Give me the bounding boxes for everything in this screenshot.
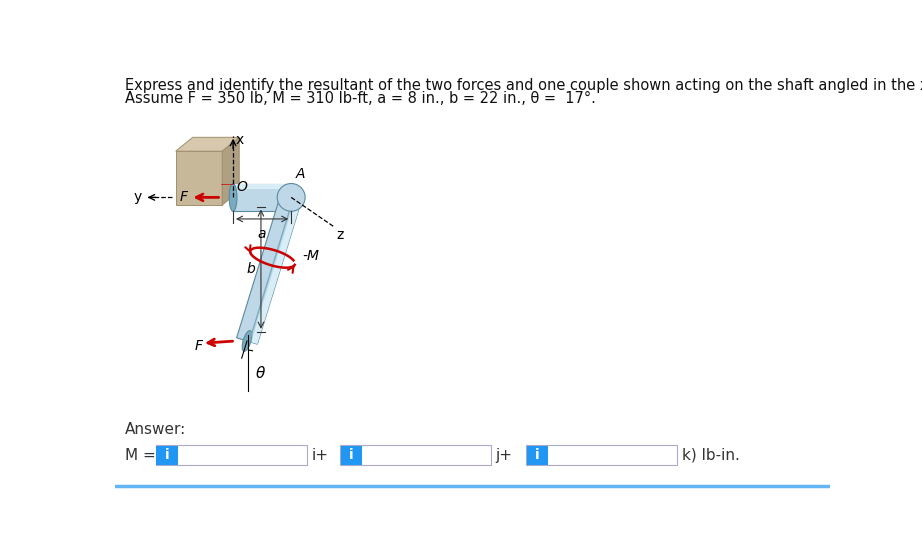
- FancyBboxPatch shape: [341, 446, 362, 465]
- FancyBboxPatch shape: [526, 445, 677, 465]
- Text: a: a: [258, 227, 266, 240]
- Text: k) lb-in.: k) lb-in.: [681, 448, 739, 463]
- FancyBboxPatch shape: [526, 446, 549, 465]
- Text: j+: j+: [496, 448, 513, 463]
- Polygon shape: [176, 151, 222, 205]
- Text: F: F: [195, 338, 203, 352]
- Polygon shape: [233, 183, 291, 189]
- Text: i: i: [536, 448, 540, 463]
- Ellipse shape: [242, 331, 252, 351]
- Text: Answer:: Answer:: [124, 422, 186, 437]
- Ellipse shape: [278, 183, 305, 211]
- Text: $\theta$: $\theta$: [254, 365, 266, 381]
- Polygon shape: [251, 199, 301, 344]
- Text: i: i: [349, 448, 354, 463]
- Text: i+: i+: [312, 448, 328, 463]
- Text: F: F: [179, 189, 187, 204]
- Text: Express and identify the resultant of the two forces and one couple shown acting: Express and identify the resultant of th…: [124, 78, 922, 93]
- Text: M = (: M = (: [124, 448, 166, 463]
- FancyBboxPatch shape: [340, 445, 491, 465]
- Ellipse shape: [230, 183, 237, 211]
- Text: i: i: [165, 448, 170, 463]
- Polygon shape: [237, 194, 301, 344]
- FancyBboxPatch shape: [157, 446, 178, 465]
- Text: -M: -M: [302, 249, 319, 263]
- Text: z: z: [337, 228, 344, 242]
- Text: y: y: [134, 191, 142, 204]
- Polygon shape: [176, 137, 239, 151]
- Polygon shape: [222, 137, 239, 205]
- Text: Assume F = 350 lb, M = 310 lb-ft, a = 8 in., b = 22 in., θ =  17°.: Assume F = 350 lb, M = 310 lb-ft, a = 8 …: [124, 91, 596, 106]
- Text: x: x: [235, 134, 243, 147]
- FancyBboxPatch shape: [156, 445, 307, 465]
- Text: b: b: [246, 262, 254, 276]
- Text: A: A: [296, 167, 305, 181]
- Polygon shape: [233, 183, 291, 211]
- Text: O: O: [236, 180, 247, 194]
